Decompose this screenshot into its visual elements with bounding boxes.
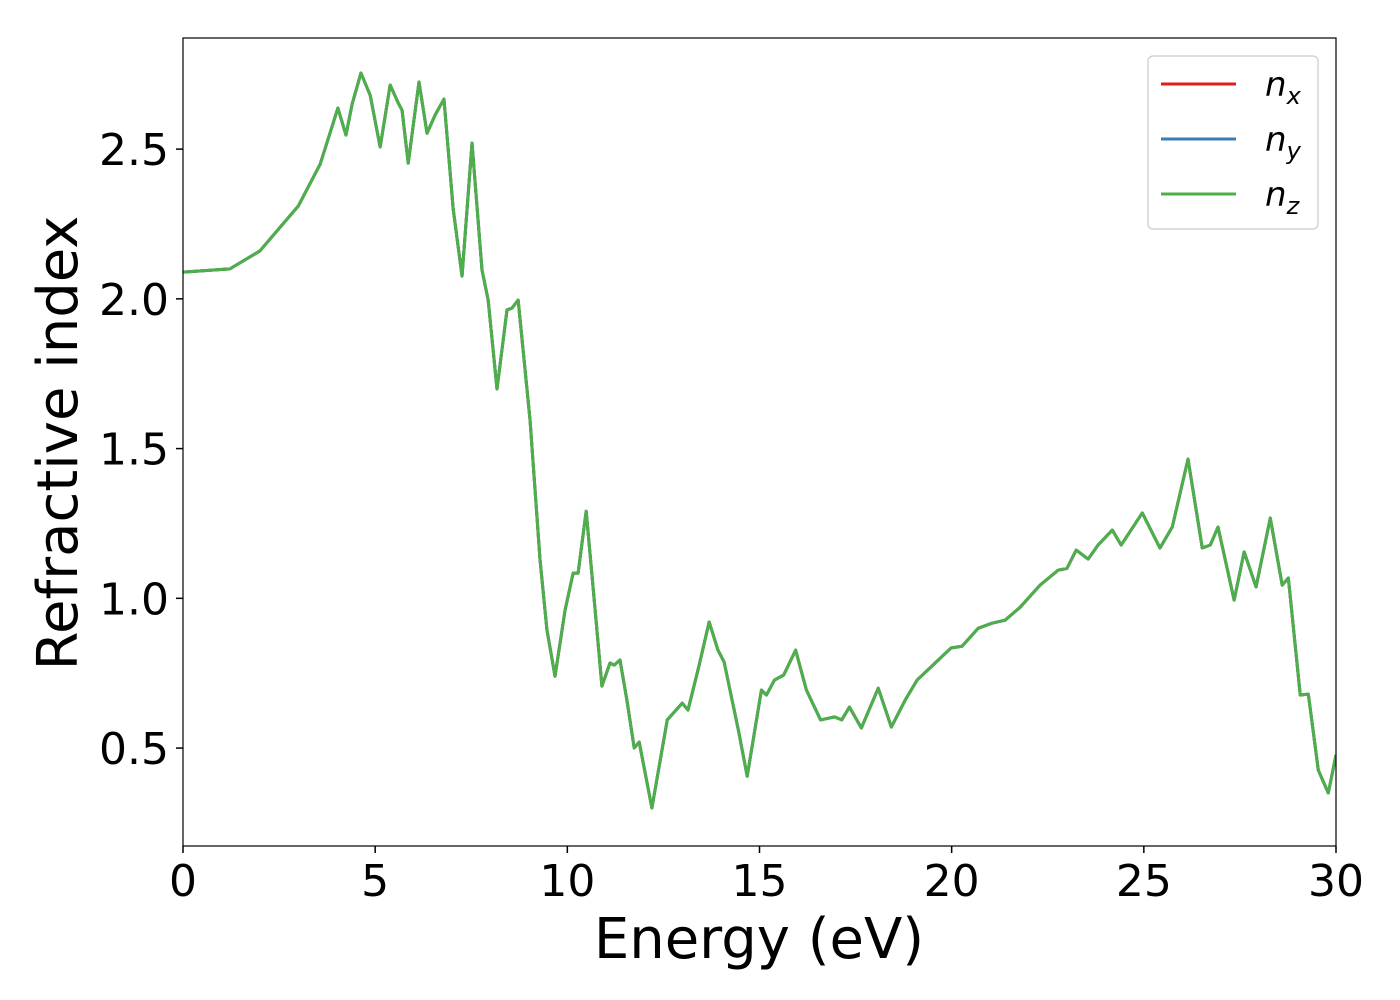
legend-label: ny (1265, 120, 1302, 165)
y-tick-label: 0.5 (99, 724, 169, 775)
y-tick-label: 1.5 (99, 425, 169, 476)
x-tick-label: 20 (924, 856, 980, 907)
legend-label: nx (1265, 65, 1302, 110)
x-tick-label: 15 (732, 856, 788, 907)
x-tick-label: 30 (1308, 856, 1364, 907)
legend-label: nz (1265, 175, 1301, 220)
y-tick-label: 2.5 (99, 125, 169, 176)
x-tick-label: 0 (169, 856, 197, 907)
y-axis-label: Refractive index (26, 216, 91, 671)
plot-area (183, 71, 1336, 810)
legend-box (1147, 55, 1319, 230)
x-tick-label: 5 (361, 856, 389, 907)
y-tick-label: 1.0 (99, 574, 169, 625)
y-tick-label: 2.0 (99, 275, 169, 326)
plot-frame (182, 37, 1337, 847)
x-axis-label: Energy (eV) (594, 907, 924, 972)
x-tick-label: 25 (1116, 856, 1172, 907)
x-tick-label: 10 (539, 856, 595, 907)
data-line (183, 71, 1336, 810)
